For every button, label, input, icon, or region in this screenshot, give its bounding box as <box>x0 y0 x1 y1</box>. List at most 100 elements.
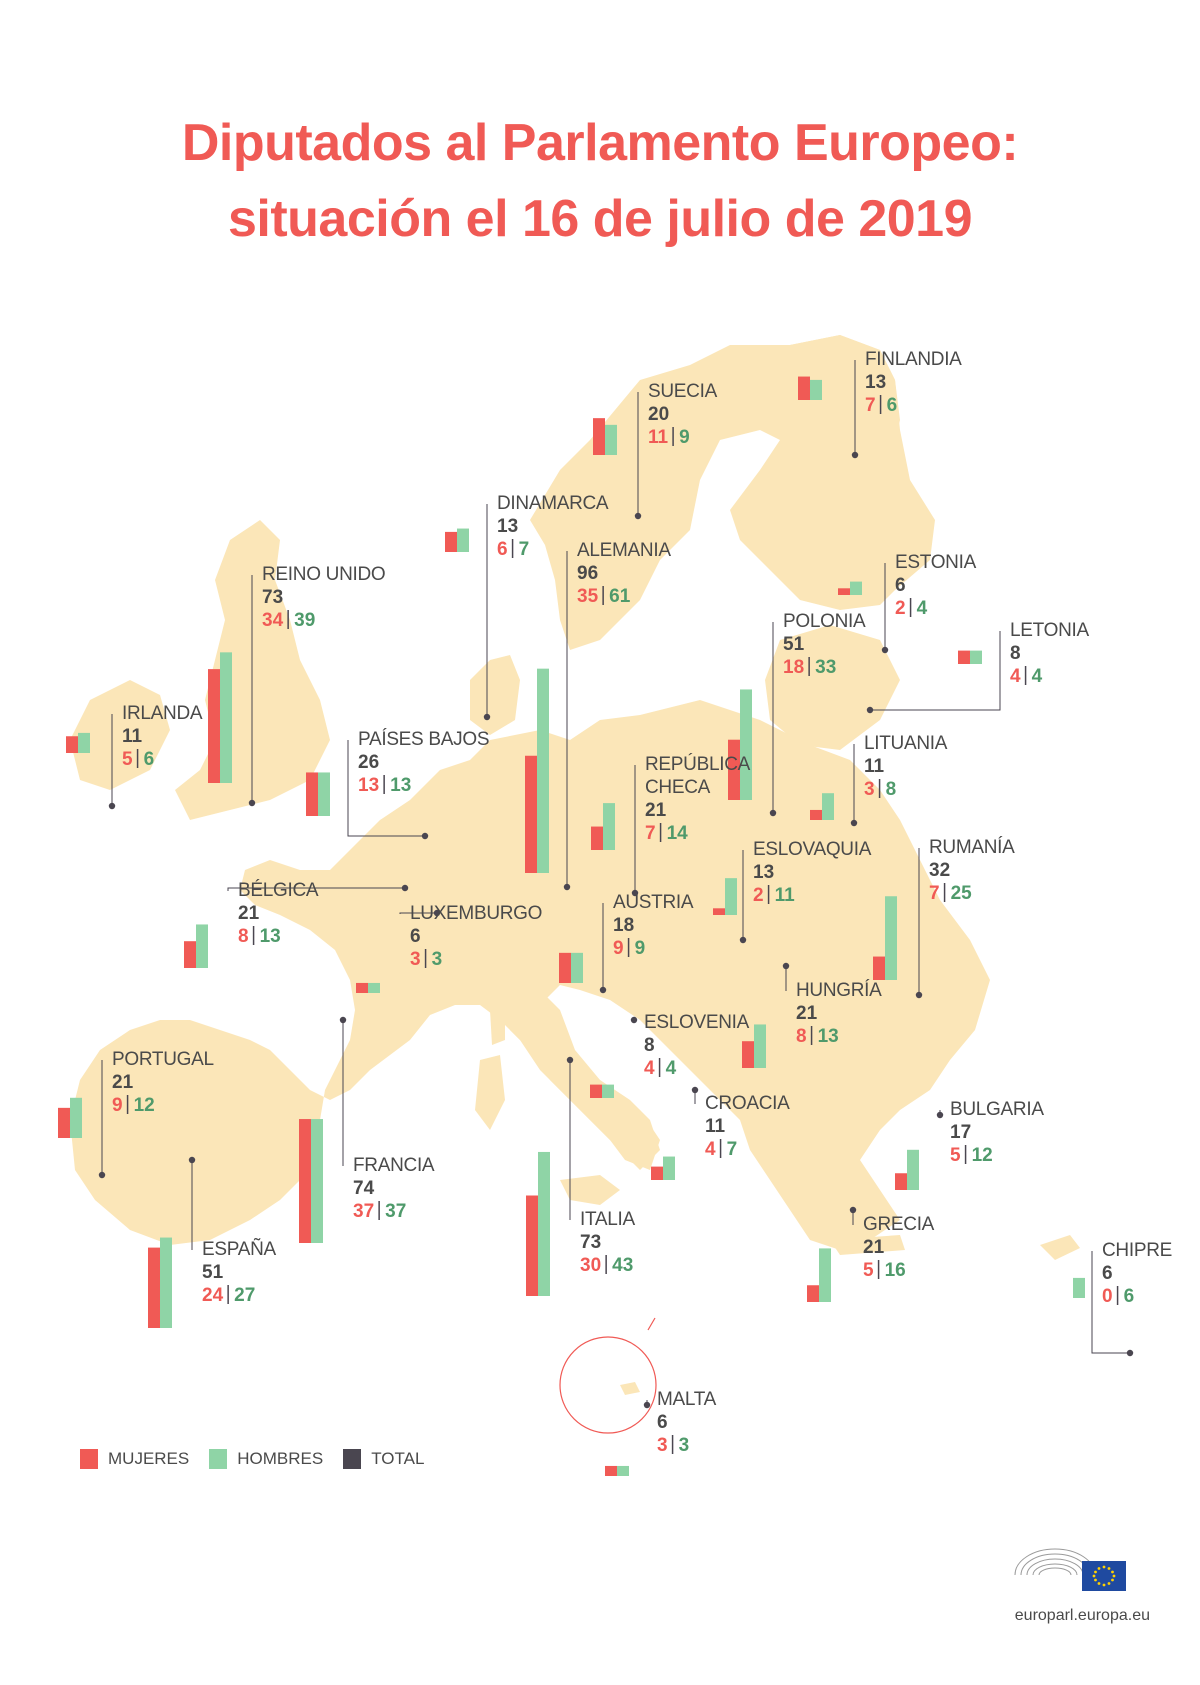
men-value: 43 <box>612 1255 633 1276</box>
women-value: 2 <box>753 885 764 906</box>
bar-women <box>66 736 78 753</box>
bar-women <box>728 739 740 800</box>
women-value: 3 <box>864 779 875 800</box>
location-dot <box>631 889 639 897</box>
men-value: 12 <box>972 1145 993 1166</box>
men-value: 8 <box>886 779 897 800</box>
total-value: 13 <box>497 516 518 537</box>
map-crete <box>830 1235 905 1255</box>
location-dot <box>691 1086 699 1094</box>
total-value: 32 <box>929 860 950 881</box>
leader-line <box>347 740 425 837</box>
men-value: 6 <box>887 395 898 416</box>
location-dot <box>851 451 859 459</box>
bar-men <box>537 668 549 873</box>
men-value: 9 <box>679 427 690 448</box>
bar-men <box>810 379 822 400</box>
bar-men <box>457 528 469 552</box>
total-value: 18 <box>613 915 634 936</box>
bar-women <box>605 1465 617 1476</box>
country-name: RUMANÍA <box>929 837 1015 858</box>
men-value: 3 <box>432 949 443 970</box>
bar-women <box>526 1195 538 1296</box>
men-value: 4 <box>917 598 928 619</box>
country-name: ESPAÑA <box>202 1238 277 1260</box>
location-dot <box>421 832 429 840</box>
country-name: LETONIA <box>1010 620 1089 641</box>
country-name: ESTONIA <box>895 552 977 573</box>
total-value: 8 <box>644 1035 655 1056</box>
country-name: AUSTRIA <box>613 892 694 913</box>
women-value: 7 <box>865 395 876 416</box>
page-title: Diputados al Parlamento Europeo: situaci… <box>0 105 1200 257</box>
bar-women <box>873 956 885 980</box>
title-line-1: Diputados al Parlamento Europeo: <box>181 114 1019 172</box>
map-baltics <box>765 625 900 750</box>
men-value: 27 <box>234 1285 255 1306</box>
country-name: IRLANDA <box>122 703 203 724</box>
bar-men <box>885 896 897 980</box>
women-value: 0 <box>1102 1286 1113 1307</box>
total-value: 21 <box>112 1072 134 1093</box>
bar-men <box>970 650 982 664</box>
location-dot <box>401 884 409 892</box>
men-value: 37 <box>385 1201 406 1222</box>
legend-label-total: TOTAL <box>371 1449 425 1468</box>
country-name: ALEMANIA <box>577 540 671 561</box>
leader-line <box>227 887 405 891</box>
country-name: PORTUGAL <box>112 1049 214 1070</box>
women-value: 3 <box>410 949 421 970</box>
bar-women <box>895 1173 907 1190</box>
total-value: 20 <box>648 404 669 425</box>
location-dot <box>849 1206 857 1214</box>
total-value: 51 <box>202 1262 224 1283</box>
legend-item-women: MUJERES <box>80 1449 189 1469</box>
country-name: BÉLGICA <box>238 880 319 901</box>
location-dot <box>248 799 256 807</box>
women-value: 13 <box>358 775 379 796</box>
legend-swatch-total <box>343 1449 362 1469</box>
total-value: 17 <box>950 1122 971 1143</box>
total-value: 21 <box>863 1237 885 1258</box>
bar-women <box>591 826 603 850</box>
bar-women <box>559 952 571 983</box>
bar-women <box>838 588 850 595</box>
map-sardinia <box>475 1055 505 1130</box>
bar-men <box>603 803 615 850</box>
bar-men <box>617 1465 629 1476</box>
country-name: SUECIA <box>648 381 718 402</box>
women-value: 7 <box>929 883 940 904</box>
bar-women <box>58 1107 70 1138</box>
men-value: 6 <box>144 749 155 770</box>
location-dot <box>782 962 790 970</box>
women-value: 8 <box>238 926 249 947</box>
men-value: 14 <box>667 823 689 844</box>
map-sicily <box>560 1175 620 1205</box>
bar-men <box>663 1156 675 1180</box>
location-dot <box>915 991 923 999</box>
total-value: 6 <box>410 926 421 947</box>
map-cyprus <box>1040 1235 1080 1260</box>
country-name: LUXEMBURGO <box>410 903 542 924</box>
legend-swatch-men <box>209 1449 228 1469</box>
title-line-2: situación el 16 de julio de 2019 <box>227 190 973 248</box>
map-denmark <box>470 655 520 735</box>
leader-line <box>399 912 437 914</box>
women-value: 24 <box>202 1285 224 1306</box>
location-dot <box>850 819 858 827</box>
country-name: FRANCIA <box>353 1155 435 1176</box>
women-value: 11 <box>648 427 669 448</box>
country-name: BULGARIA <box>950 1099 1044 1120</box>
women-value: 4 <box>705 1139 716 1160</box>
